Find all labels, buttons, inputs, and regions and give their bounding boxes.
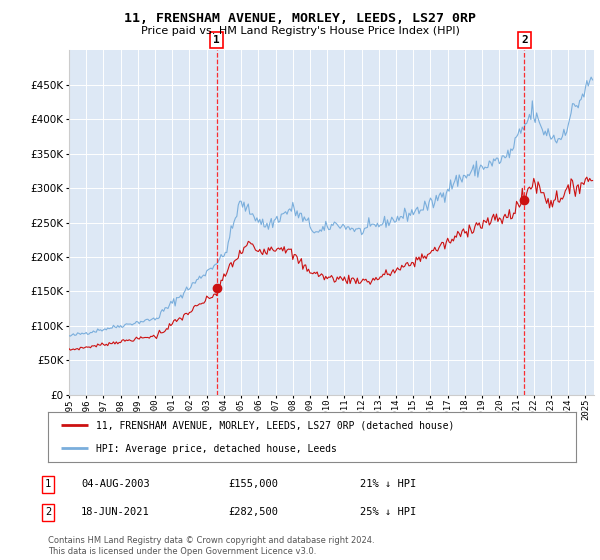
Text: HPI: Average price, detached house, Leeds: HPI: Average price, detached house, Leed… (95, 444, 337, 454)
Text: 11, FRENSHAM AVENUE, MORLEY, LEEDS, LS27 0RP (detached house): 11, FRENSHAM AVENUE, MORLEY, LEEDS, LS27… (95, 421, 454, 431)
Text: 1: 1 (45, 479, 51, 489)
Text: 1: 1 (214, 35, 220, 45)
Text: Contains HM Land Registry data © Crown copyright and database right 2024.
This d: Contains HM Land Registry data © Crown c… (48, 536, 374, 556)
Text: 18-JUN-2021: 18-JUN-2021 (81, 507, 150, 517)
Text: £282,500: £282,500 (228, 507, 278, 517)
Text: £155,000: £155,000 (228, 479, 278, 489)
Text: 2: 2 (521, 35, 528, 45)
Text: 21% ↓ HPI: 21% ↓ HPI (360, 479, 416, 489)
Text: Price paid vs. HM Land Registry's House Price Index (HPI): Price paid vs. HM Land Registry's House … (140, 26, 460, 36)
Text: 2: 2 (45, 507, 51, 517)
Text: 25% ↓ HPI: 25% ↓ HPI (360, 507, 416, 517)
Text: 11, FRENSHAM AVENUE, MORLEY, LEEDS, LS27 0RP: 11, FRENSHAM AVENUE, MORLEY, LEEDS, LS27… (124, 12, 476, 25)
Text: 04-AUG-2003: 04-AUG-2003 (81, 479, 150, 489)
